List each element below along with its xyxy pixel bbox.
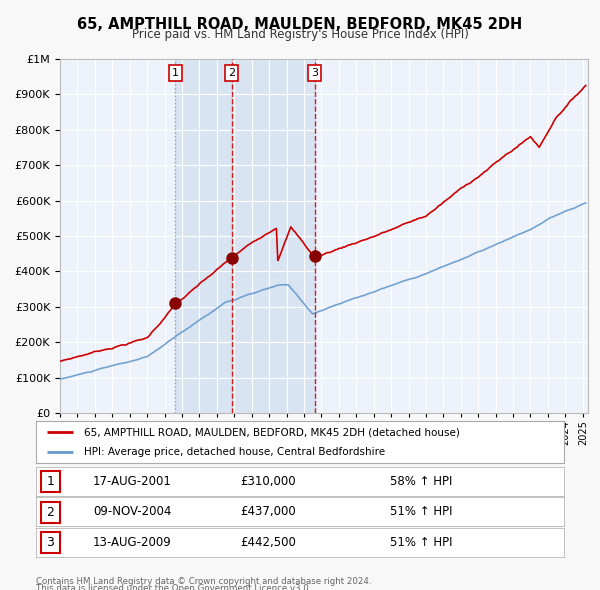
Text: 65, AMPTHILL ROAD, MAULDEN, BEDFORD, MK45 2DH (detached house): 65, AMPTHILL ROAD, MAULDEN, BEDFORD, MK4… [83,427,460,437]
Bar [232,59,315,413]
Text: 17-AUG-2001: 17-AUG-2001 [93,474,172,488]
Text: 58% ↑ HPI: 58% ↑ HPI [390,474,452,488]
Text: 09-NOV-2004: 09-NOV-2004 [93,505,172,519]
Text: HPI: Average price, detached house, Central Bedfordshire: HPI: Average price, detached house, Cent… [83,447,385,457]
Text: 65, AMPTHILL ROAD, MAULDEN, BEDFORD, MK45 2DH: 65, AMPTHILL ROAD, MAULDEN, BEDFORD, MK4… [77,17,523,31]
Text: 51% ↑ HPI: 51% ↑ HPI [390,536,452,549]
Text: £437,000: £437,000 [240,505,296,519]
Text: This data is licensed under the Open Government Licence v3.0.: This data is licensed under the Open Gov… [36,584,311,590]
Text: 1: 1 [172,68,179,78]
Text: 13-AUG-2009: 13-AUG-2009 [93,536,172,549]
Bar [175,59,232,413]
Text: 2: 2 [46,506,55,519]
Text: 51% ↑ HPI: 51% ↑ HPI [390,505,452,519]
Text: 2: 2 [228,68,235,78]
Text: Contains HM Land Registry data © Crown copyright and database right 2024.: Contains HM Land Registry data © Crown c… [36,577,371,586]
Text: 3: 3 [46,536,55,549]
Text: Price paid vs. HM Land Registry's House Price Index (HPI): Price paid vs. HM Land Registry's House … [131,28,469,41]
Text: 1: 1 [46,475,55,488]
Text: £442,500: £442,500 [240,536,296,549]
Text: 3: 3 [311,68,318,78]
Text: £310,000: £310,000 [240,474,296,488]
